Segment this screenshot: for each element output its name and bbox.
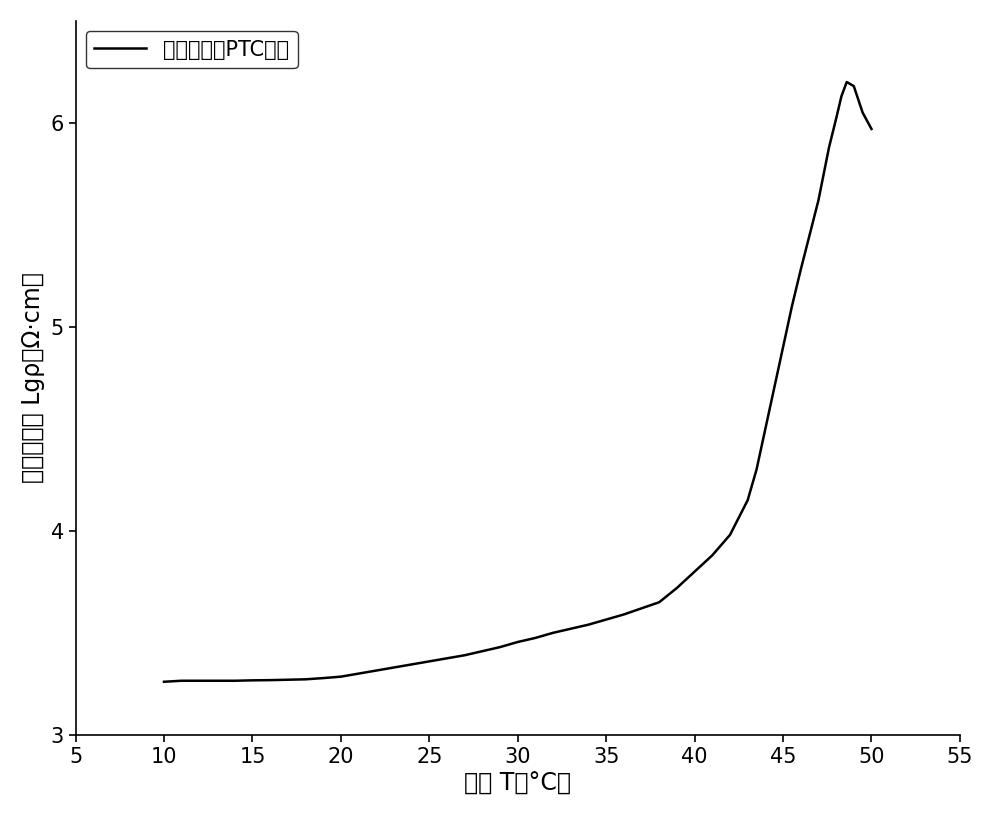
Legend: 石腊基柔性PTC材料: 石腊基柔性PTC材料	[86, 31, 297, 68]
Y-axis label: 对数电阔率 Lgρ（Ω·cm）: 对数电阔率 Lgρ（Ω·cm）	[21, 272, 45, 484]
X-axis label: 温度 T（°C）: 温度 T（°C）	[464, 772, 572, 797]
